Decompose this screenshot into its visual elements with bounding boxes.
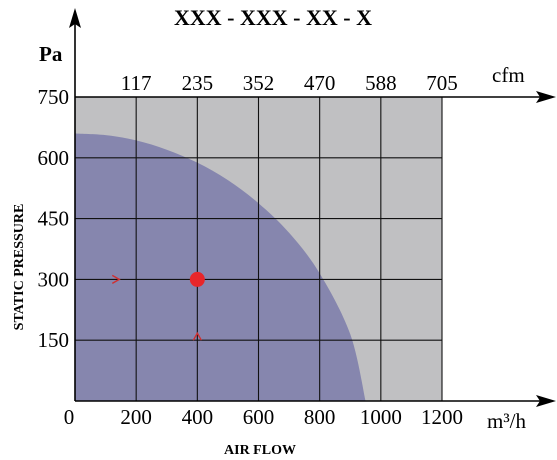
chart-title: XXX - XXX - XX - X <box>174 5 372 30</box>
grid-lines <box>75 97 443 401</box>
top-tick-label: 588 <box>365 71 397 95</box>
top-tick-label: 117 <box>121 71 152 95</box>
x-axis-unit: m³/h <box>487 409 526 433</box>
top-tick-label: 705 <box>426 71 458 95</box>
y-tick-label: 150 <box>38 328 70 352</box>
top-tick-label: 470 <box>304 71 336 95</box>
y-tick-labels: 150 300 450 600 750 <box>38 85 70 352</box>
y-tick-label: 300 <box>38 267 70 291</box>
y-axis-unit: Pa <box>39 42 63 66</box>
top-tick-label: 235 <box>182 71 214 95</box>
y-axis-arrow <box>69 8 81 28</box>
performance-curve-area <box>75 133 366 402</box>
y-tick-label: 750 <box>38 85 70 109</box>
flow-arrow-marker <box>192 331 202 341</box>
x-tick-label: 1000 <box>360 405 402 429</box>
x-tick-label: 600 <box>243 405 275 429</box>
x-tick-label: 400 <box>182 405 214 429</box>
x-tick-label: 0 <box>64 405 75 429</box>
x-axis-title: AIR FLOW <box>224 443 296 458</box>
x-tick-label: 800 <box>304 405 336 429</box>
operating-point <box>189 271 205 287</box>
top-tick-label: 352 <box>243 71 275 95</box>
pressure-arrow-marker <box>111 274 121 285</box>
x-axis-arrow <box>536 395 556 407</box>
x-tick-labels: 0 200 400 600 800 1000 1200 <box>64 405 463 429</box>
top-tick-labels: 117 235 352 470 588 705 <box>121 71 458 95</box>
y-tick-label: 450 <box>38 207 70 231</box>
top-axis-unit: cfm <box>492 63 525 87</box>
y-axis-title: STATIC PRESSURE <box>12 204 27 331</box>
x-tick-label: 200 <box>120 405 152 429</box>
top-axis-arrow <box>536 91 556 103</box>
y-tick-label: 600 <box>38 146 70 170</box>
x-tick-label: 1200 <box>421 405 463 429</box>
